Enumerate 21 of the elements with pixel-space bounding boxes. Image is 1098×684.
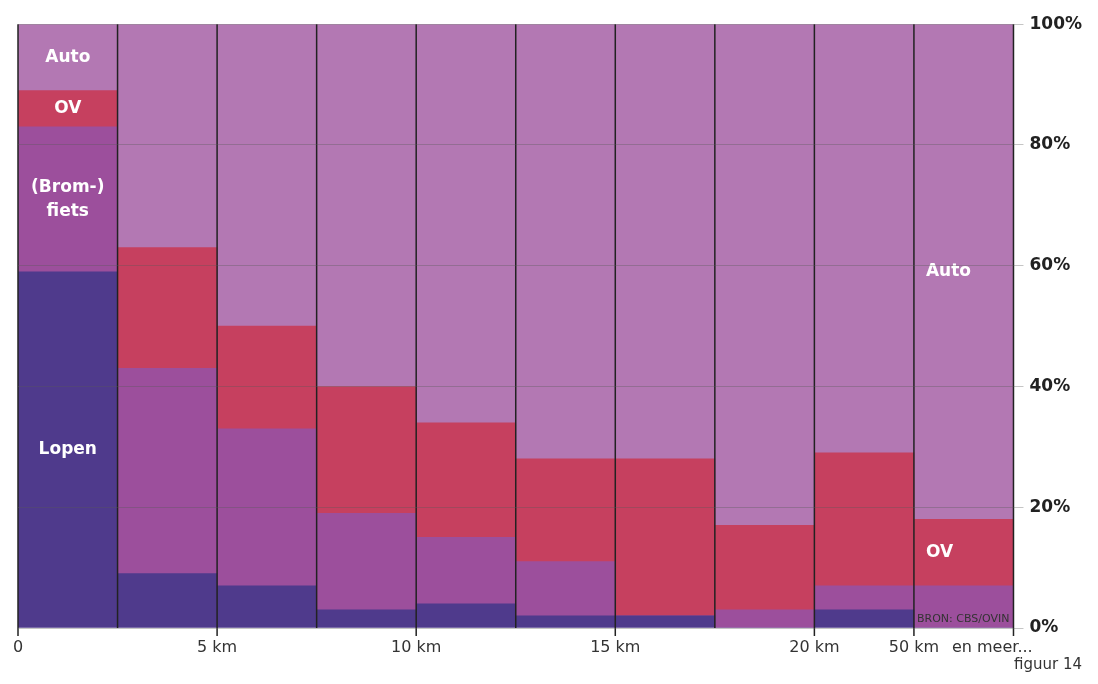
text: 5 km bbox=[197, 637, 238, 657]
y-tick-label: 20% bbox=[1029, 495, 1071, 516]
series-label: (Brom-)fiets bbox=[31, 175, 105, 220]
text: OV bbox=[925, 540, 954, 561]
series-label: Lopen bbox=[38, 438, 97, 459]
text: 10 km bbox=[391, 637, 442, 657]
annotation: BRON: CBS/OVIN bbox=[917, 612, 1010, 626]
text: figuur 14 bbox=[1013, 655, 1082, 674]
text: Auto bbox=[45, 45, 91, 66]
series-label: OV bbox=[54, 97, 83, 118]
text: 0 bbox=[12, 637, 24, 657]
y-tick-label: 60% bbox=[1029, 254, 1071, 275]
y-tick-label: 80% bbox=[1029, 133, 1071, 154]
text: 15 km bbox=[590, 637, 641, 657]
text: 50 km bbox=[888, 637, 940, 657]
series-label: Auto bbox=[925, 260, 972, 281]
y-tick-label: 100% bbox=[1029, 12, 1083, 33]
text: en meer... bbox=[951, 637, 1033, 657]
y-tick-label: 40% bbox=[1029, 374, 1071, 395]
text: 20 km bbox=[789, 637, 840, 657]
y-tick-label: 0% bbox=[1029, 616, 1059, 637]
